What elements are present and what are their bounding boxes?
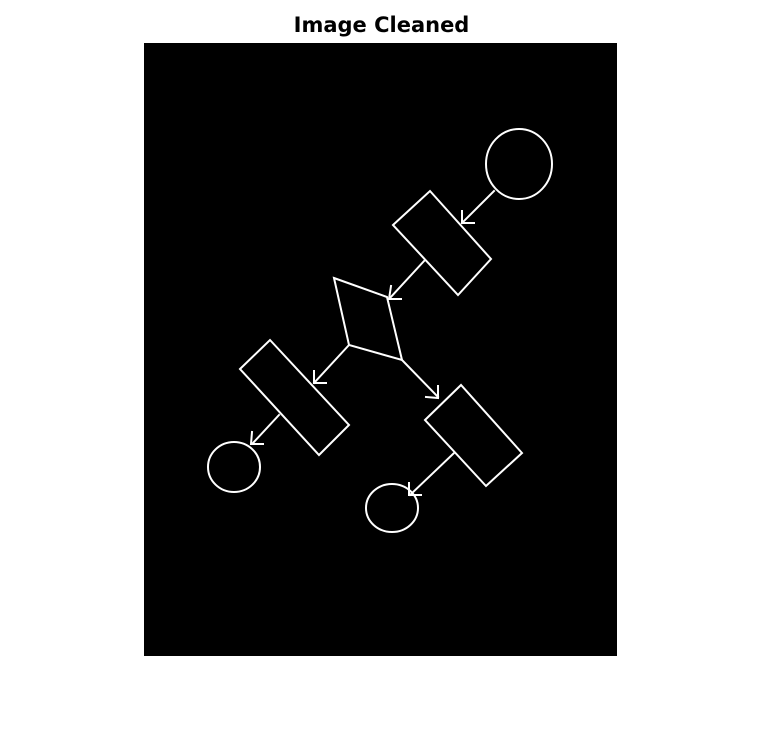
process-rectangle-right <box>423 383 524 488</box>
figure-title: Image Cleaned <box>293 13 470 37</box>
end-circle-right <box>365 483 419 533</box>
flowchart-edge-image <box>207 128 553 533</box>
cleaned-image <box>144 43 617 656</box>
arrowhead-rect-to-decision <box>387 284 402 300</box>
arrowhead-start-to-rect <box>461 210 475 224</box>
arrowhead-right-rect-to-circle <box>408 482 422 496</box>
arrow-right-rect-to-circle <box>408 451 456 497</box>
arrowhead-decision-to-left-rect <box>313 370 327 384</box>
end-circle-left <box>207 441 261 493</box>
process-rectangle-left <box>238 338 351 457</box>
arrow-rect-to-decision <box>388 258 427 300</box>
arrow-start-to-rect <box>460 189 496 225</box>
process-rectangle-top <box>391 189 493 297</box>
arrow-decision-to-right-rect <box>400 358 440 399</box>
start-circle <box>485 128 553 200</box>
arrowhead-left-rect-to-circle <box>249 430 264 445</box>
decision-diamond <box>332 276 404 362</box>
arrow-decision-to-left-rect <box>312 343 351 385</box>
arrowhead-decision-to-right-rect <box>424 385 439 400</box>
arrow-left-rect-to-circle <box>251 413 281 445</box>
